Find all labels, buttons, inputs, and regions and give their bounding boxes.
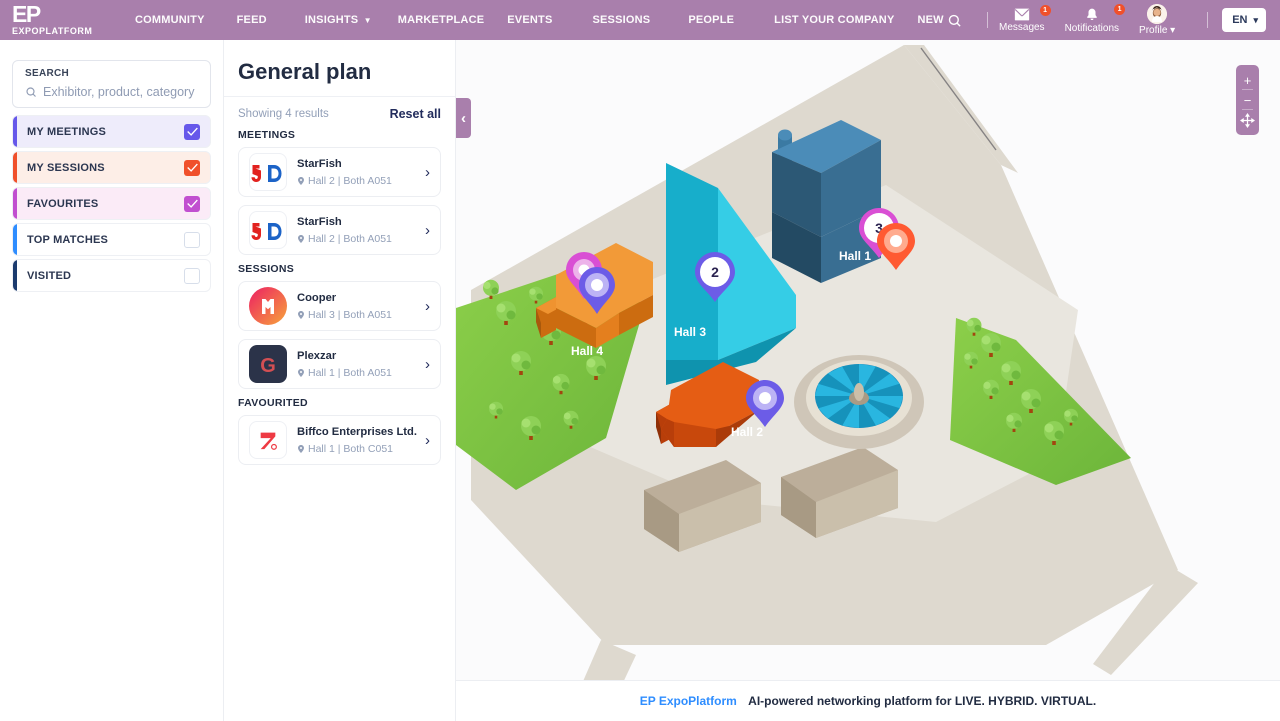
svg-text:Hall 3: Hall 3	[674, 325, 706, 339]
svg-text:2: 2	[711, 264, 719, 280]
svg-text:Hall 2: Hall 2	[731, 425, 763, 439]
svg-text:Hall 4: Hall 4	[571, 344, 603, 358]
svg-text:G: G	[260, 355, 276, 377]
svg-text:Hall 1: Hall 1	[839, 249, 871, 263]
